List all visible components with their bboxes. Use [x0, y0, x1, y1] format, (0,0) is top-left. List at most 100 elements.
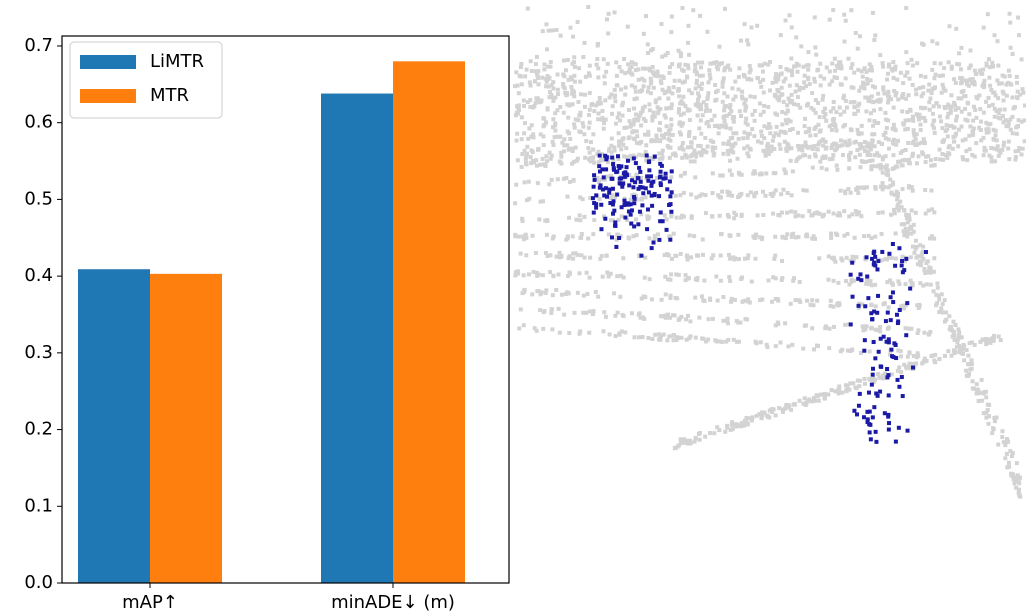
- point: [658, 128, 662, 132]
- point: [686, 145, 690, 149]
- legend-swatch: [80, 89, 136, 103]
- point: [633, 85, 637, 89]
- point: [907, 186, 911, 190]
- point: [611, 162, 615, 166]
- point: [933, 61, 937, 65]
- point: [847, 142, 851, 146]
- point: [882, 185, 886, 189]
- point: [708, 431, 712, 435]
- point: [819, 83, 823, 87]
- point: [1002, 440, 1006, 444]
- point: [583, 41, 587, 45]
- point: [972, 387, 976, 391]
- point: [801, 86, 805, 90]
- point: [539, 99, 543, 103]
- point: [829, 232, 833, 236]
- point: [640, 153, 644, 157]
- point: [623, 216, 627, 220]
- point: [895, 313, 899, 317]
- point: [996, 144, 1000, 148]
- point: [643, 295, 647, 299]
- point: [1015, 75, 1019, 79]
- point: [901, 81, 905, 85]
- point: [906, 127, 910, 131]
- point: [929, 354, 933, 358]
- point: [706, 338, 710, 342]
- point: [713, 83, 717, 87]
- point: [966, 101, 970, 105]
- point: [933, 360, 937, 364]
- point: [623, 93, 627, 97]
- point: [703, 136, 707, 140]
- point: [588, 64, 592, 68]
- point: [881, 210, 885, 214]
- point: [699, 118, 703, 122]
- point: [923, 188, 927, 192]
- point: [847, 158, 851, 162]
- point: [897, 385, 901, 389]
- point: [636, 222, 640, 226]
- point: [995, 415, 999, 419]
- point: [667, 145, 671, 149]
- point: [785, 121, 789, 125]
- point: [687, 88, 691, 92]
- point: [606, 31, 610, 35]
- point: [986, 12, 990, 16]
- point: [990, 160, 994, 164]
- point: [941, 83, 945, 87]
- point: [602, 193, 606, 197]
- y-tick-label: 0.4: [24, 265, 53, 286]
- point: [901, 187, 905, 191]
- point: [974, 116, 978, 120]
- point: [992, 90, 996, 94]
- point: [898, 308, 902, 312]
- point: [739, 114, 743, 118]
- point: [937, 357, 941, 361]
- point: [815, 68, 819, 72]
- point: [526, 100, 530, 104]
- point: [987, 76, 991, 80]
- point: [749, 78, 753, 82]
- point: [1000, 435, 1004, 439]
- point: [924, 212, 928, 216]
- point: [527, 272, 531, 276]
- point: [873, 33, 877, 37]
- point: [670, 91, 674, 95]
- point: [919, 128, 923, 132]
- point: [713, 146, 717, 150]
- point: [789, 408, 793, 412]
- point: [1000, 148, 1004, 152]
- point: [561, 82, 565, 86]
- point: [796, 70, 800, 74]
- point: [627, 136, 631, 140]
- point: [920, 252, 924, 256]
- point: [839, 189, 843, 193]
- point: [759, 171, 763, 175]
- point: [906, 61, 910, 65]
- point: [558, 105, 562, 109]
- point: [578, 80, 582, 84]
- point: [868, 430, 872, 434]
- point: [851, 381, 855, 385]
- point: [869, 111, 873, 115]
- point: [724, 123, 728, 127]
- point: [988, 84, 992, 88]
- point: [949, 93, 953, 97]
- point: [815, 344, 819, 348]
- point: [544, 22, 548, 26]
- point: [833, 57, 837, 61]
- point: [740, 275, 744, 279]
- point: [620, 214, 624, 218]
- point: [869, 78, 873, 82]
- point: [729, 300, 733, 304]
- point: [520, 152, 524, 156]
- point: [765, 343, 769, 347]
- point: [812, 396, 816, 400]
- point: [884, 319, 888, 323]
- point: [640, 88, 644, 92]
- point: [867, 118, 871, 122]
- point: [601, 116, 605, 120]
- point: [991, 137, 995, 141]
- point: [805, 234, 809, 238]
- point: [726, 338, 730, 342]
